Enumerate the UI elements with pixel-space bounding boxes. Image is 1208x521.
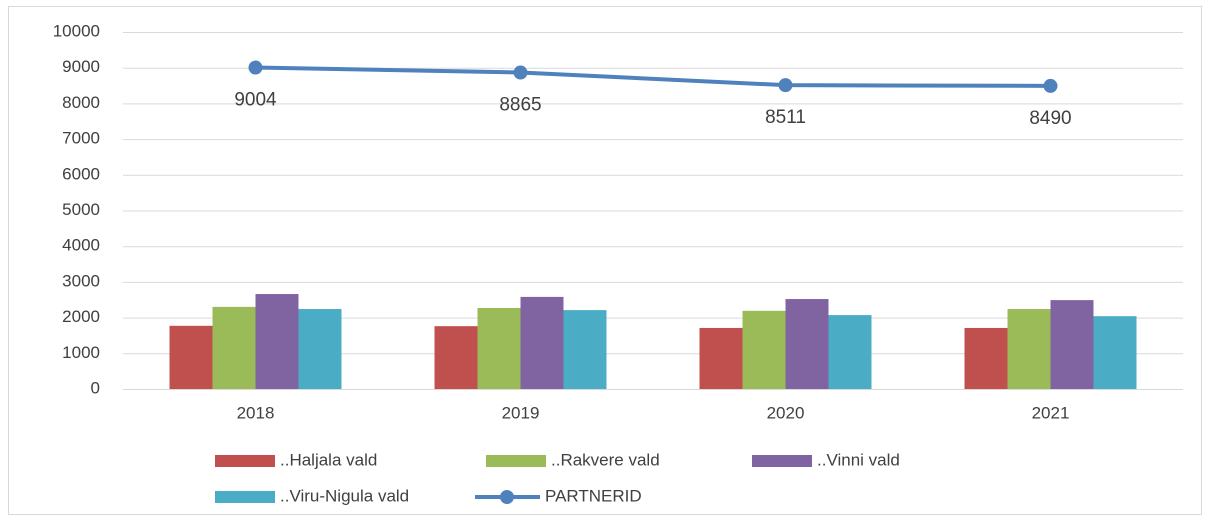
line-marker <box>513 65 528 80</box>
bar <box>964 327 1008 389</box>
legend-label: PARTNERID <box>545 486 642 505</box>
bar <box>477 307 521 389</box>
line <box>255 65 1051 88</box>
y-tick-label: 9000 <box>62 57 100 76</box>
legend-label: ..Viru-Nigula vald <box>280 486 409 505</box>
bar <box>742 310 786 389</box>
legend-swatch <box>215 491 275 503</box>
bar <box>169 325 213 389</box>
y-tick-label: 0 <box>91 378 100 397</box>
line-marker <box>248 60 263 75</box>
legend-label: ..Vinni vald <box>817 450 900 469</box>
bar <box>785 299 829 389</box>
y-tick-label: 5000 <box>62 200 100 219</box>
data-label: 8511 <box>765 107 806 128</box>
legend-swatch <box>486 455 546 467</box>
y-tick-label: 4000 <box>62 236 100 255</box>
y-tick-label: 10000 <box>53 21 100 40</box>
x-tick-label: 2020 <box>767 403 805 422</box>
bar <box>828 315 872 389</box>
x-tick-label: 2018 <box>237 403 275 422</box>
bar <box>1093 316 1137 389</box>
y-tick-label: 8000 <box>62 93 100 112</box>
data-label: 8865 <box>499 95 541 116</box>
bar <box>298 309 342 389</box>
bar <box>434 326 478 389</box>
x-tick-label: 2019 <box>502 403 540 422</box>
y-tick-label: 1000 <box>62 343 100 362</box>
legend-label: ..Haljala vald <box>280 450 377 469</box>
y-tick-label: 2000 <box>62 307 100 326</box>
bar <box>212 306 256 389</box>
legend-swatch <box>500 490 514 504</box>
y-tick-label: 7000 <box>62 129 100 148</box>
legend-swatch <box>752 455 812 467</box>
x-tick-label: 2021 <box>1032 403 1070 422</box>
legend-swatch <box>215 455 275 467</box>
bar <box>699 327 743 389</box>
bar <box>563 310 607 389</box>
legend-label: ..Rakvere vald <box>551 450 660 469</box>
y-tick-label: 6000 <box>62 164 100 183</box>
y-tick-label: 3000 <box>62 271 100 290</box>
bar <box>520 296 564 389</box>
line-marker <box>778 78 793 93</box>
data-label: 9004 <box>234 90 277 111</box>
bar <box>255 294 299 389</box>
line-marker <box>1043 78 1058 93</box>
chart-frame <box>8 6 1202 515</box>
bar <box>1050 300 1094 389</box>
data-label: 8490 <box>1029 108 1071 129</box>
bar <box>1007 309 1051 389</box>
